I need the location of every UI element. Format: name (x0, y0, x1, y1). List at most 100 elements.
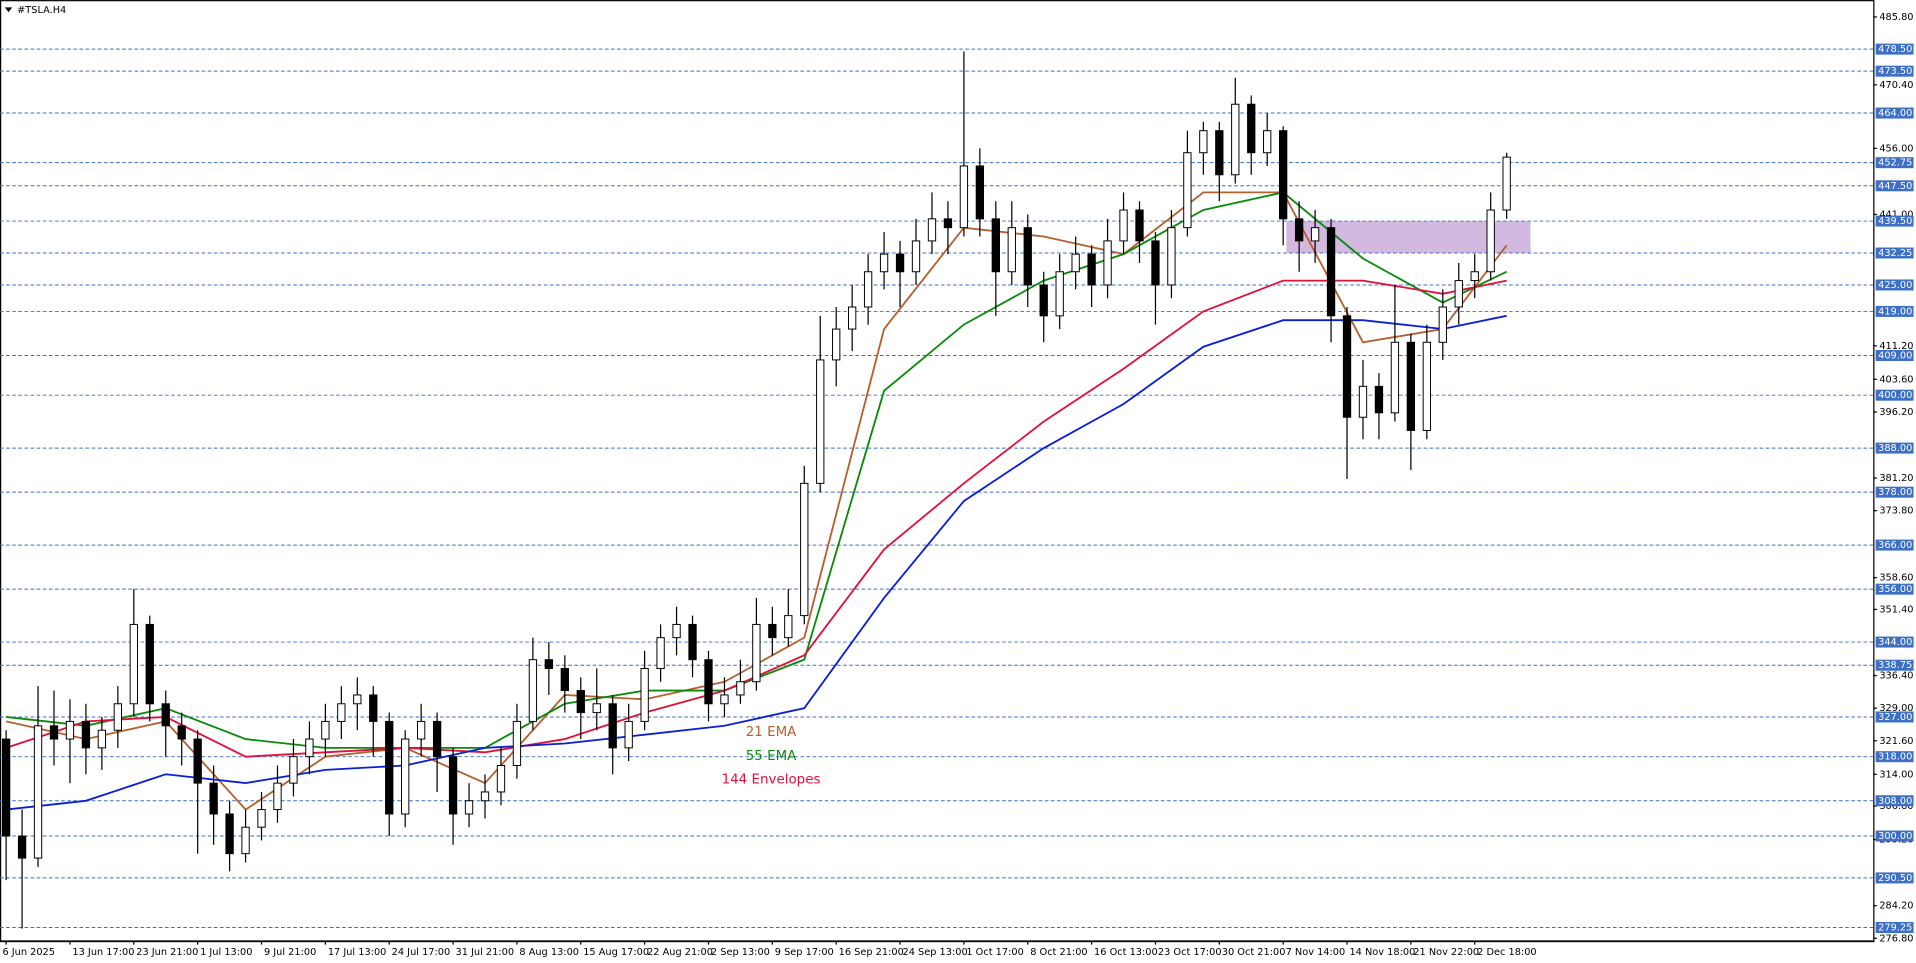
x-tick-label: 17 Jul 13:00 (328, 947, 387, 958)
candle-body (289, 756, 298, 784)
y-tick-label: 358.60 (1879, 573, 1913, 584)
menu-triangle (4, 7, 13, 13)
candle-body (1087, 253, 1096, 286)
y-tick-label: 470.40 (1879, 80, 1913, 91)
candle-body (225, 813, 234, 855)
candle-body (401, 738, 410, 815)
x-tick-label: 13 Jun 17:00 (72, 947, 134, 958)
x-tick-label: 23 Jun 21:00 (136, 947, 198, 958)
x-tick-label: 16 Oct 13:00 (1094, 947, 1158, 958)
x-tick-label: 22 Aug 21:00 (647, 947, 713, 958)
level-box (1875, 659, 1914, 671)
y-tick-label: 381.20 (1879, 473, 1913, 484)
candle-body (512, 720, 522, 766)
ema-line (5, 279, 1507, 758)
candle-body (592, 703, 601, 714)
level-box (1875, 107, 1914, 119)
candle-body (1294, 218, 1304, 242)
candle-body (624, 720, 633, 749)
candle-body (895, 253, 905, 273)
level-label: 338.75 (1878, 660, 1912, 671)
candle-body (1231, 103, 1240, 176)
level-label: 290.50 (1878, 873, 1912, 884)
candle-body (1199, 130, 1208, 154)
candle-body (1310, 227, 1320, 242)
level-box (1875, 279, 1914, 291)
y-tick-label: 485.80 (1879, 12, 1913, 23)
candle-body (129, 623, 138, 705)
candle-body (784, 615, 793, 639)
candle-body (959, 165, 969, 229)
level-box (1875, 43, 1914, 55)
candle-body (1183, 152, 1192, 229)
level-label: 300.00 (1878, 831, 1912, 842)
candle-body (1, 738, 11, 837)
chart-title: #TSLA.H4 (17, 5, 66, 16)
candle-body (911, 240, 921, 273)
x-tick-label: 7 Nov 14:00 (1286, 947, 1346, 958)
candle-body (241, 826, 250, 855)
level-label: 279.25 (1878, 923, 1912, 934)
candle-body (528, 659, 538, 722)
level-label: 356.00 (1878, 584, 1912, 595)
level-label: 447.50 (1878, 181, 1912, 192)
candle-body (1326, 227, 1336, 317)
candle-body (1263, 130, 1272, 154)
candle-body (1502, 156, 1511, 211)
ema-line (6, 314, 1507, 811)
level-label: 473.50 (1878, 66, 1912, 77)
y-tick-label: 314.00 (1879, 769, 1913, 780)
candle-body (321, 720, 330, 740)
level-label: 388.00 (1878, 443, 1912, 454)
candle-body (688, 623, 697, 661)
candle-body (752, 623, 761, 683)
candle-body (863, 271, 873, 308)
candle-body (193, 738, 202, 784)
y-tick-label: 396.20 (1879, 407, 1913, 418)
candle-body (17, 835, 27, 859)
candle-body (704, 659, 713, 705)
level-label: 308.00 (1878, 796, 1912, 807)
y-tick-label: 284.20 (1879, 901, 1913, 912)
candle-body (1390, 341, 1400, 414)
candle-body (1167, 227, 1176, 286)
candle-body (1103, 240, 1112, 286)
level-box (1875, 305, 1914, 317)
level-label: 425.00 (1878, 280, 1912, 291)
level-label: 478.50 (1878, 44, 1912, 55)
candle-body (816, 359, 825, 484)
x-tick-label: 24 Jul 17:00 (392, 947, 451, 958)
level-box (1875, 751, 1914, 763)
x-tick-label: 6 Jun 2025 (2, 947, 55, 958)
level-box (1875, 922, 1914, 934)
candle-body (656, 637, 665, 669)
x-tick-label: 31 Jul 21:00 (456, 947, 515, 958)
candle-body (640, 668, 649, 722)
x-tick-label: 1 Jul 13:00 (200, 947, 252, 958)
candle-body (209, 782, 218, 815)
level-label: 378.00 (1878, 487, 1912, 498)
x-tick-label: 9 Jul 21:00 (264, 947, 316, 958)
level-label: 327.00 (1878, 712, 1912, 723)
candle-body (369, 694, 378, 722)
level-label: 409.00 (1878, 351, 1912, 362)
level-box (1875, 389, 1914, 401)
candle-body (97, 729, 107, 749)
candle-body (927, 218, 937, 242)
candle-body (560, 668, 569, 692)
candle-body (943, 218, 953, 229)
y-tick-label: 321.60 (1879, 736, 1913, 747)
candle-body (385, 720, 394, 815)
level-box (1875, 157, 1914, 169)
candle-body (1342, 315, 1352, 418)
y-tick-label: 456.00 (1879, 143, 1913, 154)
x-tick-label: 15 Aug 17:00 (583, 947, 649, 958)
candle-body (768, 623, 777, 639)
candle-body (177, 725, 186, 740)
level-box (1875, 180, 1914, 192)
candle-body (337, 703, 346, 722)
candle-body (879, 253, 889, 273)
level-label: 366.00 (1878, 540, 1912, 551)
